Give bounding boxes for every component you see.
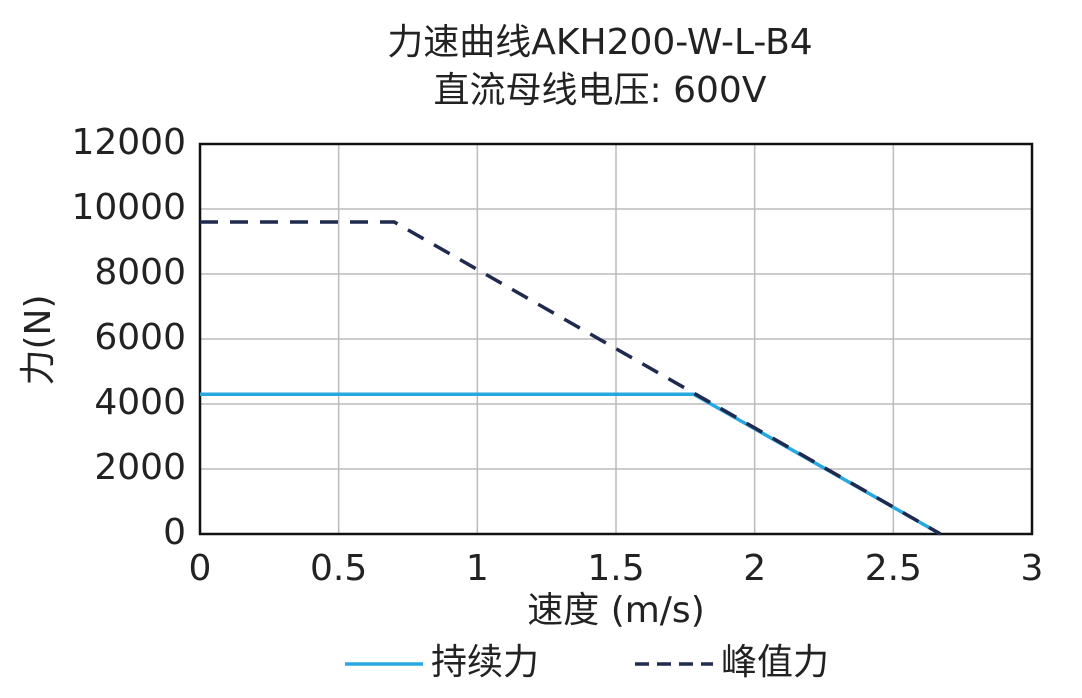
y-axis-label: 力(N) bbox=[18, 294, 59, 385]
x-tick-label: 0 bbox=[189, 548, 212, 589]
legend-label: 峰值力 bbox=[721, 642, 829, 683]
chart-subtitle: 直流母线电压: 600V bbox=[434, 70, 767, 111]
x-tick-label: 2 bbox=[743, 548, 766, 589]
y-tick-label: 0 bbox=[163, 512, 186, 553]
y-tick-label: 6000 bbox=[94, 317, 186, 358]
y-tick-label: 4000 bbox=[94, 382, 186, 423]
y-tick-label: 8000 bbox=[94, 252, 186, 293]
x-tick-label: 3 bbox=[1021, 548, 1044, 589]
x-tick-label: 0.5 bbox=[310, 548, 367, 589]
legend-label: 持续力 bbox=[431, 642, 539, 683]
x-tick-label: 1.5 bbox=[587, 548, 644, 589]
chart-title: 力速曲线AKH200-W-L-B4 bbox=[387, 22, 812, 63]
data-line bbox=[200, 220, 942, 536]
y-tick-label: 2000 bbox=[94, 447, 186, 488]
x-tick-label: 2.5 bbox=[865, 548, 922, 589]
x-axis-label: 速度 (m/s) bbox=[527, 590, 705, 631]
data-line bbox=[200, 392, 942, 536]
y-tick-label: 10000 bbox=[71, 187, 186, 228]
y-tick-label: 12000 bbox=[71, 122, 186, 163]
x-tick-label: 1 bbox=[466, 548, 489, 589]
plot-border bbox=[198, 142, 1034, 536]
